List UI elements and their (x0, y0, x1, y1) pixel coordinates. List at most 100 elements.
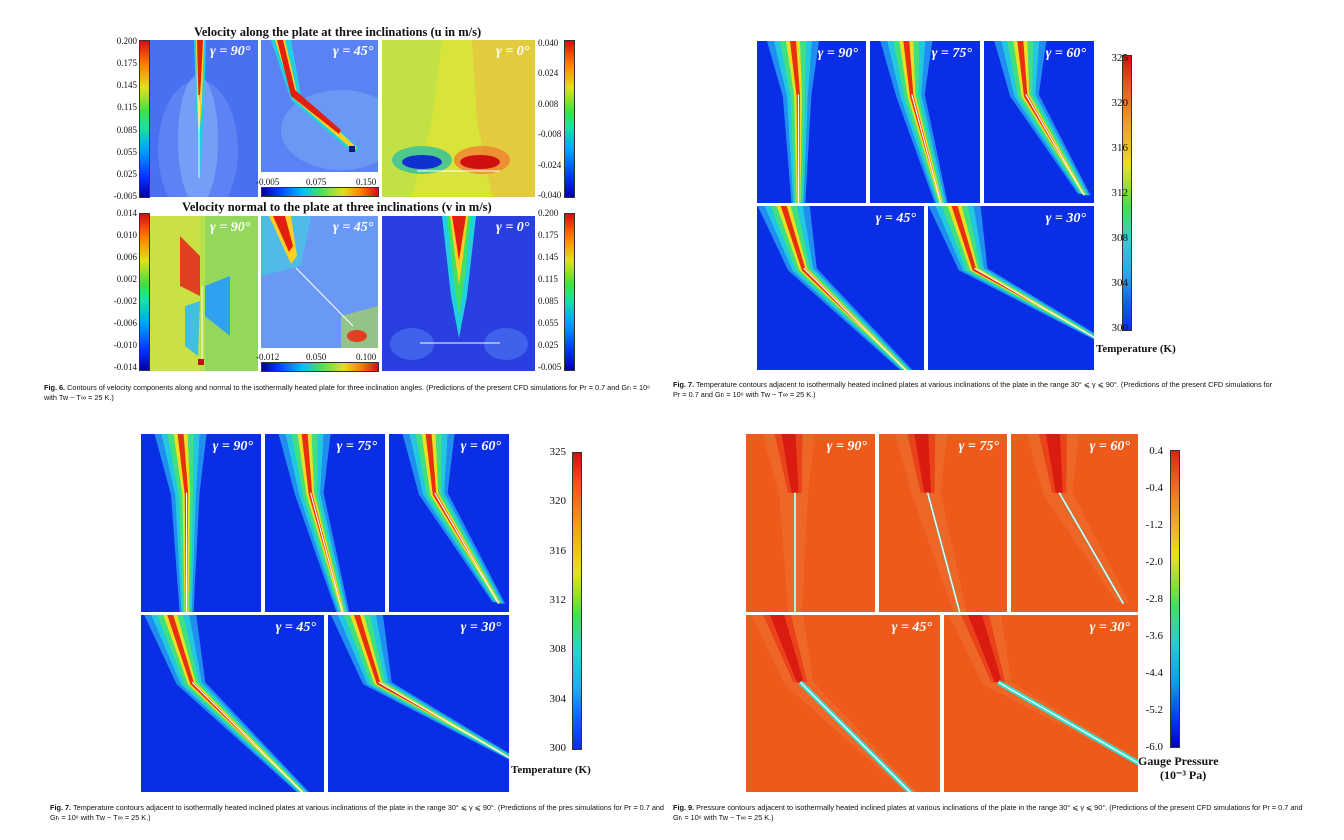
colorbar-tick-label: 0.040 (538, 38, 559, 48)
colorbar-tick-label: 312 (1111, 187, 1129, 199)
colorbar-tick-label: 308 (1111, 232, 1129, 244)
temperature-contour-panel: γ = 60° (984, 41, 1094, 203)
temperature-contour-panel: γ = 90° (141, 434, 261, 612)
heated-plate (998, 681, 1138, 764)
inclination-label: γ = 60° (1089, 439, 1130, 454)
fig9-caption-label: Fig. 9. (673, 803, 695, 812)
pressure-contour-panel: γ = 60° (1011, 434, 1138, 612)
fig6-gamma-label: γ = 90° (210, 220, 251, 235)
contour-band (935, 206, 1094, 339)
contour-band (770, 206, 909, 370)
fig9-unit-line1: Gauge Pressure (1138, 754, 1219, 768)
contour-band (1017, 41, 1085, 196)
colorbar-tick-label: -0.002 (113, 296, 137, 306)
fig7-caption: Fig. 7. Temperature contours adjacent to… (673, 380, 1273, 400)
colorbar-tick-label: 0.200 (538, 208, 559, 218)
temperature-contour-panel: γ = 30° (928, 206, 1094, 370)
inclination-label: γ = 75° (931, 46, 972, 61)
colorbar-tick-label: 325 (549, 446, 567, 458)
temperature-contour-panel: γ = 75° (870, 41, 980, 203)
fig6-u-colorbar-left (139, 40, 150, 198)
heated-plate (191, 681, 303, 792)
contour-field (766, 41, 819, 203)
inclination-label: γ = 45° (275, 620, 316, 635)
fig6-title-v: Velocity normal to the plate at three in… (182, 200, 492, 214)
fig6-v-panel-90: γ = 90° (150, 216, 258, 371)
contour-field (928, 206, 1094, 340)
fig9-caption: Fig. 9. Pressure contours adjacent to is… (673, 803, 1313, 823)
fig6-gamma-label: γ = 90° (210, 44, 251, 59)
colorbar-tick-label: 0.025 (116, 168, 137, 179)
colorbar-tick-label: -0.4 (1145, 482, 1163, 494)
colorbar-tick-label: -2.0 (1145, 556, 1163, 568)
colorbar-tick-label: 0.025 (538, 340, 559, 350)
contour-field (994, 41, 1091, 196)
fig6-v-panel-45: γ = 45° (261, 216, 378, 348)
temperature-contour-panel: γ = 30° (328, 615, 509, 792)
fig6-gamma-label: γ = 45° (333, 44, 374, 59)
fig7b-caption: Fig. 7. Temperature contours adjacent to… (50, 803, 665, 825)
heated-plate (378, 681, 509, 759)
fig6-caption-label: Fig. 6. (44, 383, 66, 392)
contour-field (330, 615, 509, 760)
colorbar-tick-label: 0.006 (116, 252, 137, 262)
contour-field (880, 41, 948, 203)
heated-plate (1058, 492, 1124, 605)
colorbar-tick-label: 0.014 (116, 208, 137, 218)
colorbar-tick-label: 0.175 (116, 58, 137, 69)
colorbar-tick-label: -0.005 (256, 177, 280, 187)
colorbar-tick-label: 0.010 (116, 230, 137, 240)
colorbar-tick-label: 0.008 (538, 98, 559, 109)
colorbar-tick-label: 312 (549, 594, 567, 606)
contour-field (402, 434, 506, 605)
pressure-contour-panel: γ = 90° (746, 434, 875, 612)
colorbar-tick-label: -1.2 (1145, 519, 1163, 531)
colorbar-tick-label: 0.150 (356, 177, 377, 187)
colorbar-tick-label: 0.145 (116, 80, 137, 91)
colorbar-tick-label: 316 (1111, 142, 1129, 154)
contour-field (751, 615, 918, 792)
fig6-gamma-label: γ = 0° (496, 44, 530, 59)
fig9-colorbar (1170, 450, 1180, 748)
temperature-contour-panel: γ = 45° (141, 615, 324, 792)
heated-plate (434, 492, 500, 605)
pressure-contour-panel: γ = 45° (746, 615, 940, 792)
contour-field (895, 434, 967, 612)
inclination-label: γ = 90° (826, 439, 867, 454)
fig9-unit-line2: (10⁻³ Pa) (1160, 768, 1207, 782)
colorbar-tick-label: 300 (549, 742, 567, 754)
fig6-v-colorbar-mid (261, 362, 379, 372)
fig6-u-colorbar-mid (261, 187, 379, 197)
fig6-v-colorbar-left (139, 213, 150, 371)
fig6-u-colorbar-right (564, 40, 575, 198)
colorbar-tick-label: -0.014 (113, 362, 137, 372)
colorbar-tick-label: 0.115 (538, 274, 558, 284)
colorbar-tick-label: -0.005 (113, 191, 137, 201)
colorbar-tick-label: 0.075 (306, 177, 327, 187)
pressure-contour-panel: γ = 30° (944, 615, 1138, 792)
heated-plate (803, 267, 907, 370)
colorbar-tick-label: -0.012 (256, 352, 280, 362)
pressure-contour-panel: γ = 75° (879, 434, 1007, 612)
fig7-caption-text: Temperature contours adjacent to isother… (673, 380, 1273, 399)
colorbar-tick-label: 0.055 (116, 146, 137, 157)
fig6-gamma-label: γ = 0° (496, 220, 530, 235)
contour-band (1045, 434, 1063, 493)
heated-plate (310, 492, 344, 612)
colorbar-tick-label: 0.175 (538, 230, 559, 240)
colorbar-tick-label: 0.145 (538, 252, 559, 262)
colorbar-tick-label: -3.6 (1145, 630, 1163, 642)
colorbar-tick-label: 0.055 (538, 318, 559, 328)
inclination-label: γ = 90° (212, 439, 253, 454)
fig7b-colorbar (572, 452, 582, 750)
inclination-label: γ = 60° (460, 439, 501, 454)
temperature-contour-panel: γ = 45° (757, 206, 924, 370)
colorbar-tick-label: 0.4 (1149, 445, 1163, 457)
inclination-label: γ = 45° (891, 620, 932, 635)
fig7-colorbar (1122, 55, 1132, 331)
colorbar-tick-label: -0.008 (538, 129, 562, 140)
inclination-label: γ = 45° (875, 211, 916, 226)
contour-band (177, 434, 189, 612)
fig6-caption: Fig. 6. Contours of velocity components … (44, 383, 654, 403)
inclination-label: γ = 75° (336, 439, 377, 454)
